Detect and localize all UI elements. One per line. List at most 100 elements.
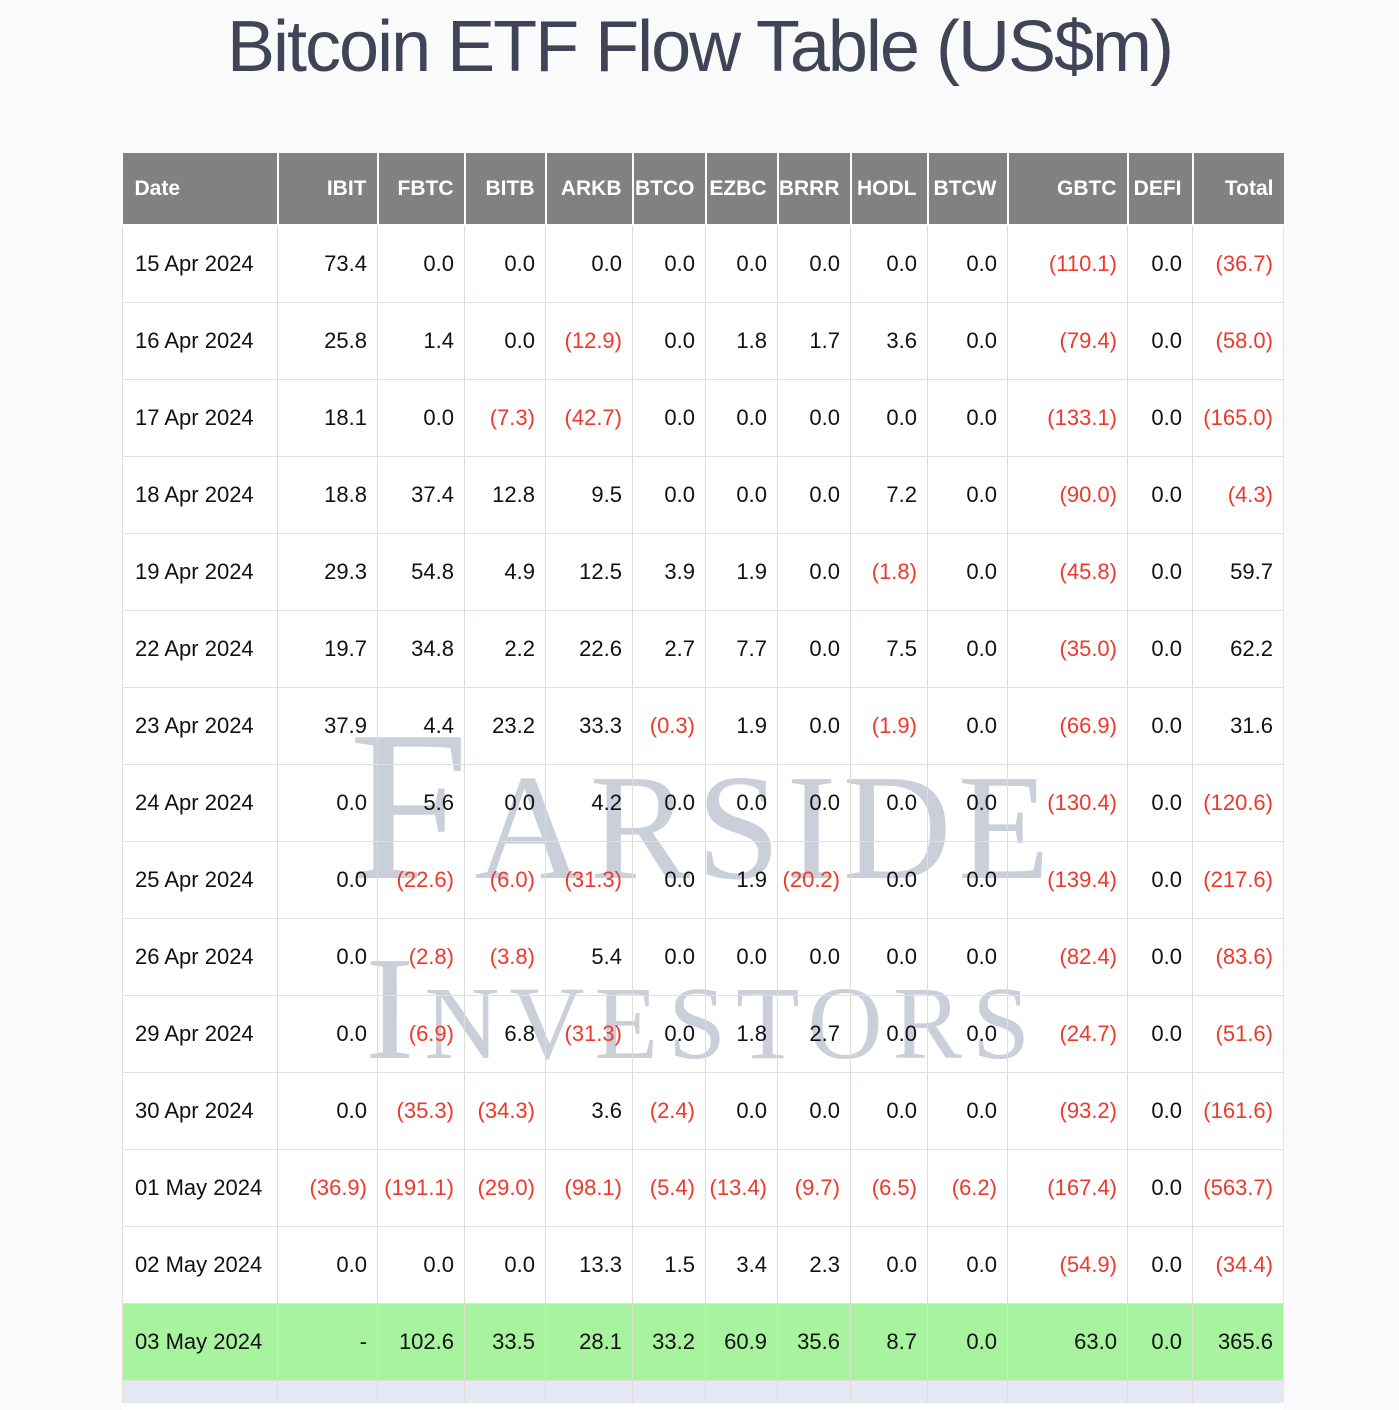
column-header-hodl: HODL	[850, 153, 929, 226]
value-cell: 365.6	[1192, 1303, 1284, 1381]
value-cell: (83.6)	[1192, 918, 1284, 996]
value-cell: (5.4)	[632, 1149, 706, 1227]
value-cell: (79.4)	[1007, 302, 1128, 380]
value-cell: 12.5	[545, 533, 633, 611]
value-cell: 37.4	[377, 456, 465, 534]
column-header-brrr: BRRR	[777, 153, 852, 226]
value-cell: (66.9)	[1007, 687, 1128, 765]
value-cell: 0.0	[277, 1072, 378, 1150]
value-cell: 29.3	[277, 533, 378, 611]
value-cell: 0.0	[1127, 687, 1193, 765]
value-cell: (161.6)	[1192, 1072, 1284, 1150]
value-cell: (90.0)	[1007, 456, 1128, 534]
column-header-ezbc: EZBC	[705, 153, 779, 226]
partial-cell	[277, 1380, 378, 1403]
table-row: 02 May 2024 0.0 0.0 0.0 13.3 1.5 3.4 2.3 0.0 0.0(…	[122, 1226, 1284, 1304]
table-row: 19 Apr 2024 29.3 54.8 4.9 12.5 3.9 1.9 0.0 (1.8)…	[122, 533, 1284, 611]
value-cell: 0.0	[705, 918, 778, 996]
value-cell: 0.0	[777, 918, 851, 996]
partial-cell	[1127, 1380, 1193, 1403]
value-cell: (93.2)	[1007, 1072, 1128, 1150]
value-cell: 0.0	[277, 1226, 378, 1304]
value-cell: 0.0	[1127, 918, 1193, 996]
value-cell: 0.0	[850, 918, 928, 996]
value-cell: 0.0	[1127, 1303, 1193, 1381]
value-cell: (24.7)	[1007, 995, 1128, 1073]
value-cell: 0.0	[1127, 302, 1193, 380]
value-cell: 0.0	[277, 841, 378, 919]
value-cell: 0.0	[277, 918, 378, 996]
value-cell: 3.4	[705, 1226, 778, 1304]
value-cell: 1.7	[777, 302, 851, 380]
date-cell: 18 Apr 2024	[122, 456, 278, 534]
date-cell: 01 May 2024	[122, 1149, 278, 1227]
value-cell: 0.0	[927, 764, 1008, 842]
value-cell: (29.0)	[464, 1149, 546, 1227]
value-cell: 0.0	[632, 379, 706, 457]
value-cell: 0.0	[464, 302, 546, 380]
partial-next-row	[122, 1380, 1284, 1403]
etf-flow-table-container: Farside Investors Date IBIT FBTC BITB ARKB BT…	[122, 153, 1284, 1410]
value-cell: (54.9)	[1007, 1226, 1128, 1304]
value-cell: (6.0)	[464, 841, 546, 919]
value-cell: 0.0	[632, 918, 706, 996]
partial-cell	[850, 1380, 928, 1403]
value-cell: (133.1)	[1007, 379, 1128, 457]
etf-flow-table: Date IBIT FBTC BITB ARKB BTCO EZBC BRRR HODL BTCW…	[122, 153, 1284, 1403]
value-cell: 0.0	[705, 456, 778, 534]
partial-cell	[122, 1380, 278, 1403]
value-cell: (1.9)	[850, 687, 928, 765]
partial-cell	[1007, 1380, 1128, 1403]
value-cell: (35.0)	[1007, 610, 1128, 688]
partial-cell	[1192, 1380, 1284, 1403]
column-header-defi: DEFI	[1127, 153, 1194, 226]
value-cell: 0.0	[1127, 379, 1193, 457]
value-cell: 0.0	[545, 225, 633, 303]
partial-cell	[777, 1380, 851, 1403]
value-cell: 0.0	[1127, 1226, 1193, 1304]
value-cell: 102.6	[377, 1303, 465, 1381]
value-cell: 0.0	[705, 379, 778, 457]
date-cell: 17 Apr 2024	[122, 379, 278, 457]
value-cell: 0.0	[850, 1226, 928, 1304]
value-cell: 0.0	[632, 995, 706, 1073]
date-cell: 02 May 2024	[122, 1226, 278, 1304]
value-cell: (82.4)	[1007, 918, 1128, 996]
table-body: 15 Apr 2024 73.4 0.0 0.0 0.0 0.0 0.0 0.0 0.0 0.0(…	[122, 225, 1284, 1403]
value-cell: (6.9)	[377, 995, 465, 1073]
value-cell: 0.0	[850, 379, 928, 457]
column-header-btco: BTCO	[632, 153, 707, 226]
value-cell: 0.0	[277, 764, 378, 842]
value-cell: 0.0	[277, 995, 378, 1073]
value-cell: 63.0	[1007, 1303, 1128, 1381]
value-cell: 0.0	[705, 1072, 778, 1150]
date-cell: 22 Apr 2024	[122, 610, 278, 688]
value-cell: 18.8	[277, 456, 378, 534]
value-cell: 0.0	[850, 225, 928, 303]
value-cell: (191.1)	[377, 1149, 465, 1227]
value-cell: 35.6	[777, 1303, 851, 1381]
value-cell: 37.9	[277, 687, 378, 765]
value-cell: 0.0	[927, 1303, 1008, 1381]
value-cell: 0.0	[1127, 841, 1193, 919]
column-header-bitb: BITB	[464, 153, 547, 226]
value-cell: 0.0	[850, 764, 928, 842]
value-cell: 0.0	[464, 764, 546, 842]
value-cell: 0.0	[777, 610, 851, 688]
value-cell: 3.6	[545, 1072, 633, 1150]
value-cell: 0.0	[927, 379, 1008, 457]
value-cell: 59.7	[1192, 533, 1284, 611]
value-cell: (2.4)	[632, 1072, 706, 1150]
value-cell: 31.6	[1192, 687, 1284, 765]
value-cell: (6.5)	[850, 1149, 928, 1227]
value-cell: 0.0	[705, 225, 778, 303]
value-cell: (4.3)	[1192, 456, 1284, 534]
value-cell: (7.3)	[464, 379, 546, 457]
value-cell: 0.0	[1127, 533, 1193, 611]
value-cell: 0.0	[927, 841, 1008, 919]
date-cell: 15 Apr 2024	[122, 225, 278, 303]
value-cell: 54.8	[377, 533, 465, 611]
value-cell: 60.9	[705, 1303, 778, 1381]
table-row: 16 Apr 2024 25.8 1.4 0.0 (12.9) 0.0 1.8 1.7 3.6 0…	[122, 302, 1284, 380]
value-cell: 18.1	[277, 379, 378, 457]
